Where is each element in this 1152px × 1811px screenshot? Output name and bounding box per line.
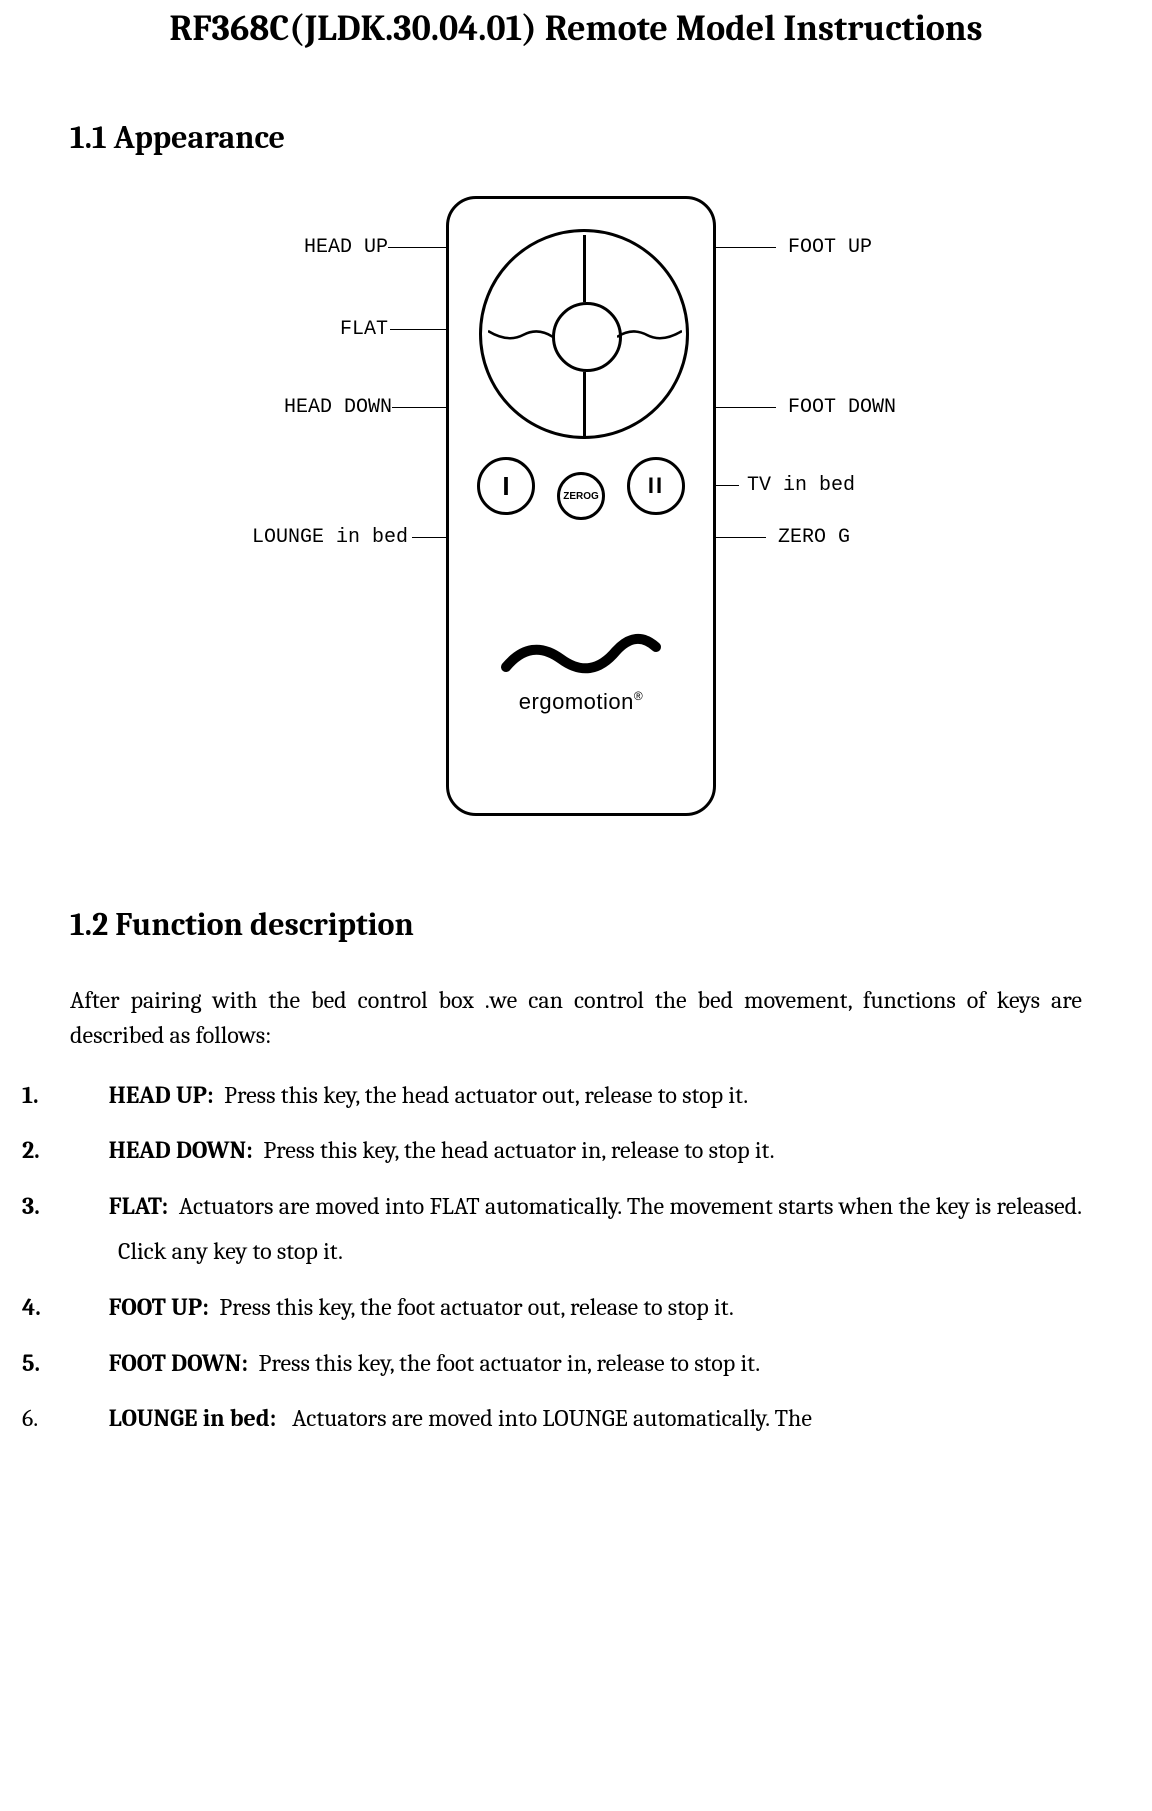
item-text: Press this key, the foot actuator out, r… (219, 1293, 733, 1321)
logo-registered: ® (634, 689, 643, 703)
label-foot-down: FOOT DOWN (788, 396, 896, 419)
logo: ergomotion® (449, 629, 713, 715)
lead-paragraph: After pairing with the bed control box .… (70, 983, 1082, 1053)
section-functions-heading: 1.2 Function description (70, 906, 1082, 943)
logo-wave-icon (496, 629, 666, 679)
button-lounge: I (477, 457, 535, 515)
section-appearance-heading: 1.1 Appearance (70, 119, 1082, 156)
button-tv: II (627, 457, 685, 515)
item-number: 6. (70, 1396, 98, 1442)
remote-diagram: HEAD UP FLAT HEAD DOWN LOUNGE in bed FOO… (70, 196, 1082, 826)
label-head-down: HEAD DOWN (284, 396, 392, 419)
item-text: Press this key, the foot actuator in, re… (259, 1349, 761, 1377)
label-flat: FLAT (340, 318, 388, 341)
list-item: 4. FOOT UP: Press this key, the foot act… (70, 1285, 1082, 1331)
item-key: HEAD UP: (109, 1081, 214, 1109)
dpad-divider-left (488, 327, 553, 345)
dpad-divider-bottom (583, 372, 586, 439)
dpad-divider-top (583, 235, 586, 302)
dpad-divider-right (617, 327, 682, 345)
item-number: 3. (70, 1184, 98, 1230)
button-zerog: ZEROG (557, 472, 605, 520)
list-item: 2. HEAD DOWN: Press this key, the head a… (70, 1128, 1082, 1174)
list-item: 5. FOOT DOWN: Press this key, the foot a… (70, 1341, 1082, 1387)
logo-text: ergomotion (519, 689, 634, 714)
label-lounge-in-bed: LOUNGE in bed (252, 526, 408, 549)
item-key: HEAD DOWN: (109, 1136, 253, 1164)
label-head-up: HEAD UP (304, 236, 388, 259)
remote-body: I ZEROG II ergomotion® (446, 196, 716, 816)
function-list: 1. HEAD UP: Press this key, the head act… (70, 1073, 1082, 1442)
item-key: FLAT: (109, 1192, 168, 1220)
label-foot-up: FOOT UP (788, 236, 872, 259)
item-number: 2. (70, 1128, 98, 1174)
item-key: LOUNGE in bed: (109, 1404, 277, 1432)
dpad-ring (479, 229, 689, 439)
item-number: 5. (70, 1341, 98, 1387)
item-key: FOOT UP: (109, 1293, 209, 1321)
item-text: Press this key, the head actuator in, re… (263, 1136, 774, 1164)
page-title: RF368C(JLDK.30.04.01) Remote Model Instr… (70, 8, 1082, 49)
item-text: Press this key, the head actuator out, r… (224, 1081, 748, 1109)
label-zero-g: ZERO G (778, 526, 850, 549)
item-number: 4. (70, 1285, 98, 1331)
dpad-center (552, 302, 622, 372)
item-number: 1. (70, 1073, 98, 1119)
item-key: FOOT DOWN: (109, 1349, 248, 1377)
list-item: 3. FLAT: Actuators are moved into FLAT a… (70, 1184, 1082, 1275)
item-text: Actuators are moved into FLAT automatica… (118, 1192, 1082, 1266)
list-item: 1. HEAD UP: Press this key, the head act… (70, 1073, 1082, 1119)
label-tv-in-bed: TV in bed (747, 474, 855, 497)
list-item: 6. LOUNGE in bed: Actuators are moved in… (70, 1396, 1082, 1442)
item-text: Actuators are moved into LOUNGE automati… (287, 1404, 812, 1432)
